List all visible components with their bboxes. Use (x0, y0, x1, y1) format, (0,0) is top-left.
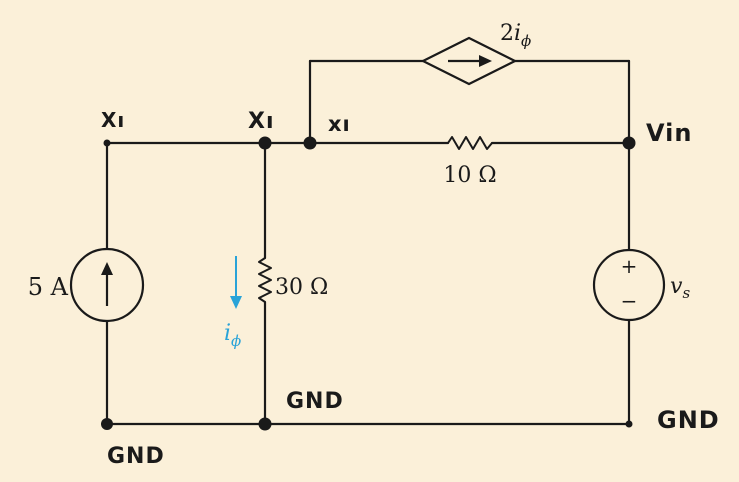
voltage-plus-sign: + (621, 254, 638, 278)
dep-var: i (514, 21, 521, 46)
node-dot-x1-right (303, 136, 317, 150)
resistor-10-icon (447, 136, 493, 150)
dep-sub: ϕ (521, 32, 531, 50)
node-dot-gnd-left (101, 418, 113, 430)
voltage-minus-sign: − (621, 289, 638, 313)
node-label-x1-mid: Xı (248, 109, 275, 134)
voltage-source-label: vs (670, 274, 690, 302)
node-dot-vin (622, 136, 636, 150)
arrow-down-icon-head (230, 296, 242, 309)
node-dot-x1-mid (258, 136, 272, 150)
resistor-10-label: 10 Ω (443, 163, 496, 188)
node-label-x1-left: Xı (101, 108, 125, 132)
gnd-label-right: GND (657, 406, 720, 434)
current-source (69, 247, 145, 323)
arrow-right-icon-head (479, 55, 492, 67)
dep-coef: 2 (500, 21, 514, 46)
wires (105, 59, 631, 426)
nodes (101, 136, 636, 431)
node-label-vin: Vin (646, 119, 692, 147)
gnd-label-left: GND (107, 444, 165, 469)
dependent-source-label: 2iϕ (500, 21, 531, 50)
vs-sub: s (682, 284, 690, 302)
i-phi-sub: ϕ (231, 332, 241, 350)
resistor-30-label: 30 Ω (275, 275, 328, 300)
voltage-source (592, 248, 666, 322)
arrow-up-icon-head (101, 262, 113, 275)
current-source-label: 5 A (28, 273, 69, 301)
vs-var: v (670, 274, 683, 299)
gnd-label-mid: GND (286, 389, 344, 414)
node-dot-x1-left (103, 139, 111, 147)
i-phi-label: iϕ (224, 321, 241, 350)
resistor-30-icon (258, 257, 272, 303)
node-dot-gnd-mid (258, 417, 272, 431)
i-phi-var: i (224, 321, 231, 346)
dependent-current-source (420, 36, 518, 86)
node-dot-gnd-right (625, 420, 633, 428)
node-label-x1-right: xı (328, 112, 351, 136)
current-arrow-i-phi (230, 256, 242, 309)
